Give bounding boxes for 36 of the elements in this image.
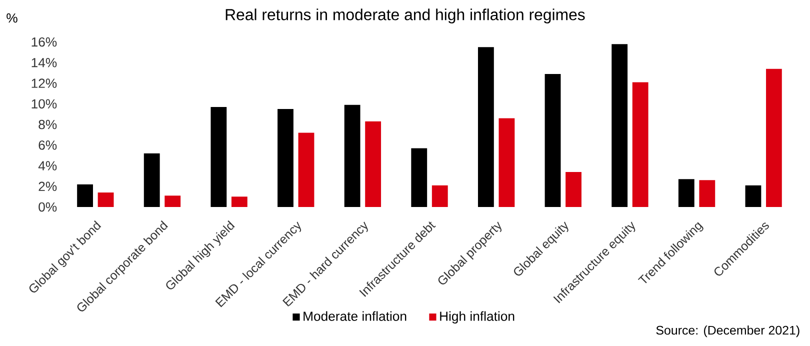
bar — [344, 104, 360, 207]
bar — [566, 172, 582, 207]
bar — [478, 47, 494, 207]
bar — [699, 180, 716, 207]
bar — [164, 196, 181, 207]
bar — [144, 153, 160, 207]
y-tick-label: 4% — [38, 161, 57, 170]
y-tick-label: 6% — [38, 140, 57, 150]
bar — [766, 68, 782, 207]
y-axis-title: % — [6, 13, 18, 23]
y-tick-label: 14% — [32, 58, 57, 68]
bar — [411, 148, 428, 207]
legend-label: Moderate inflation — [304, 311, 406, 321]
bar — [278, 109, 294, 207]
bar — [544, 74, 561, 207]
legend-label: High inflation — [440, 311, 514, 324]
bar — [77, 184, 93, 207]
y-tick-label: 16% — [32, 37, 57, 47]
bar — [231, 196, 248, 207]
bar — [98, 192, 114, 207]
bar — [612, 44, 628, 207]
bar — [678, 179, 694, 207]
y-tick-label: 8% — [38, 120, 57, 130]
chart-title: Real returns in moderate and high inflation regimes — [226, 8, 585, 24]
y-tick-label: 12% — [32, 78, 57, 88]
y-tick-label: 0% — [38, 202, 57, 212]
bar — [632, 82, 648, 207]
bar — [298, 132, 314, 207]
bar — [365, 121, 382, 207]
y-tick-label: 10% — [32, 99, 57, 109]
bar — [498, 118, 515, 207]
bar — [432, 185, 448, 207]
source-note: Source: (December 2021) — [656, 326, 800, 338]
y-tick-label: 2% — [38, 182, 57, 192]
bar — [210, 106, 227, 207]
bar — [745, 185, 762, 207]
